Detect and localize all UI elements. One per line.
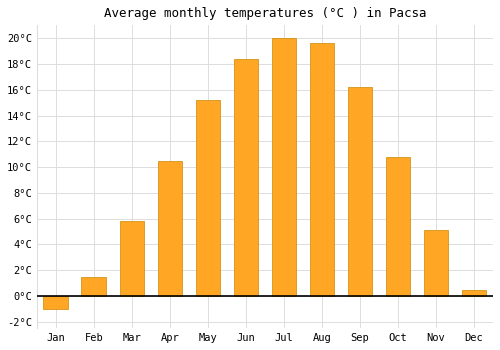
- Bar: [120, 221, 144, 296]
- Bar: [196, 100, 220, 296]
- Bar: [158, 161, 182, 296]
- Title: Average monthly temperatures (°C ) in Pacsa: Average monthly temperatures (°C ) in Pa…: [104, 7, 426, 20]
- Bar: [44, 296, 68, 309]
- Bar: [310, 43, 334, 296]
- Bar: [234, 59, 258, 296]
- Bar: [462, 289, 486, 296]
- Bar: [386, 157, 410, 296]
- Bar: [272, 38, 296, 296]
- Bar: [424, 230, 448, 296]
- Bar: [82, 276, 106, 296]
- Bar: [348, 87, 372, 296]
